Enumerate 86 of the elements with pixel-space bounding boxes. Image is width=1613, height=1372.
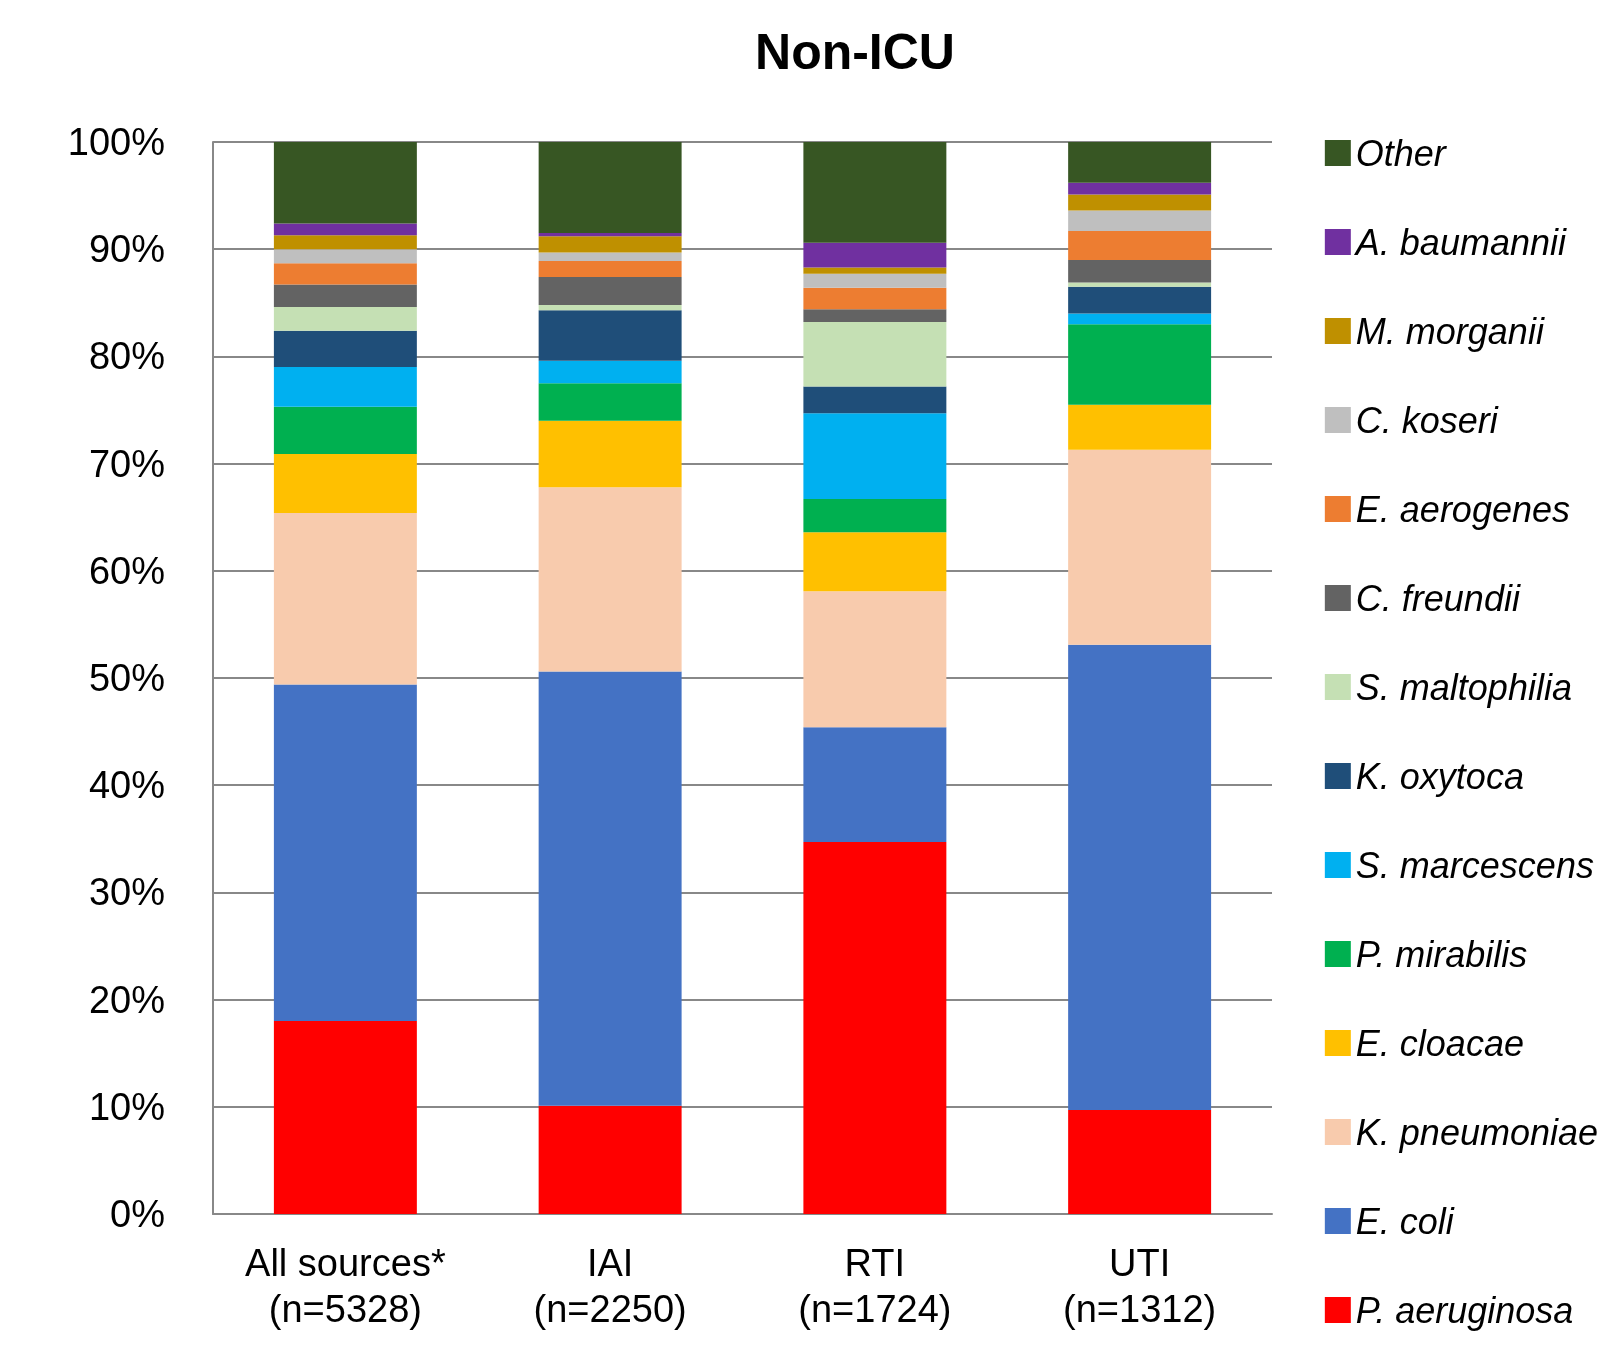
bar (1068, 282, 1212, 287)
bar (803, 322, 947, 387)
legend-label: Other (1355, 132, 1448, 174)
bar (1068, 644, 1212, 1111)
bar (273, 367, 417, 407)
legend-label: S. marcescens (1355, 844, 1594, 886)
legend-label: M. morganii (1355, 310, 1545, 352)
x-tick-label: UTI (n=1312) (1063, 1242, 1217, 1330)
y-tick-label: 0% (110, 1193, 165, 1235)
bar (1068, 182, 1212, 195)
bar (538, 310, 682, 361)
legend-label: C. koseri (1355, 399, 1499, 441)
legend-label: E. coli (1355, 1200, 1455, 1242)
bar (538, 277, 682, 305)
legend-label: P. mirabilis (1355, 933, 1528, 975)
bar (1068, 259, 1212, 283)
bar (803, 267, 947, 274)
bar (1068, 194, 1212, 211)
bar (538, 383, 682, 421)
bar (1068, 286, 1212, 314)
bar (273, 330, 417, 368)
bar (538, 252, 682, 261)
bar (273, 263, 417, 285)
bar (273, 235, 417, 250)
legend-label: E. aerogenes (1355, 488, 1570, 530)
bar (273, 142, 417, 224)
bar (1068, 230, 1212, 260)
bar (1068, 324, 1212, 405)
bar (538, 260, 682, 278)
bar (1068, 142, 1212, 183)
bar (803, 142, 947, 243)
bar (1068, 449, 1212, 645)
legend-label: A. baumannii (1353, 221, 1567, 263)
bar (273, 223, 417, 236)
legend-label: C. freundii (1355, 577, 1521, 619)
bar (803, 727, 947, 843)
chart-title: Non-ICU (755, 24, 955, 80)
bar (273, 453, 417, 513)
legend-label: S. maltophilia (1355, 666, 1572, 708)
bar (538, 236, 682, 253)
x-tick-label: All sources* (n=5328) (245, 1242, 446, 1330)
x-tick-label: RTI (n=1724) (798, 1242, 952, 1330)
bar (273, 307, 417, 331)
bar (1068, 1110, 1212, 1214)
y-tick-label: 60% (88, 549, 165, 592)
y-tick-label: 10% (88, 1085, 165, 1128)
legend-label: P. aeruginosa (1355, 1289, 1574, 1331)
bar (1068, 210, 1212, 231)
bar (538, 1105, 682, 1214)
bar (538, 420, 682, 488)
bar (1068, 313, 1212, 325)
bar (273, 249, 417, 264)
bar (273, 406, 417, 454)
bar (803, 413, 947, 499)
bar (803, 842, 947, 1214)
bar (1068, 404, 1212, 450)
bar (538, 360, 682, 384)
y-tick-label: 40% (88, 764, 165, 807)
bar (538, 671, 682, 1106)
y-tick-label: 80% (88, 335, 165, 378)
y-tick-label: 50% (88, 657, 165, 699)
legend-label: K. oxytoca (1355, 755, 1524, 797)
bar (538, 233, 682, 237)
bar (803, 287, 947, 310)
bar (803, 386, 947, 414)
bar (803, 309, 947, 323)
y-tick-label: 70% (88, 442, 165, 485)
x-tick-label: IAI (n=2250) (533, 1242, 687, 1330)
bar (803, 242, 947, 268)
bar (273, 284, 417, 308)
bar (803, 591, 947, 728)
bar (803, 498, 947, 533)
bar (273, 1021, 417, 1214)
bar (538, 304, 682, 311)
legend-label: E. cloacae (1355, 1022, 1524, 1064)
y-tick-label: 30% (88, 871, 165, 914)
legend-label: K. pneumoniae (1355, 1111, 1599, 1153)
y-tick-label: 20% (88, 978, 165, 1021)
bar (273, 684, 417, 1022)
bar (803, 273, 947, 288)
bar (538, 487, 682, 672)
bar (803, 532, 947, 592)
bar (538, 142, 682, 234)
y-tick-label: 90% (88, 228, 165, 271)
bar (273, 512, 417, 685)
y-tick-label: 100% (67, 121, 165, 163)
